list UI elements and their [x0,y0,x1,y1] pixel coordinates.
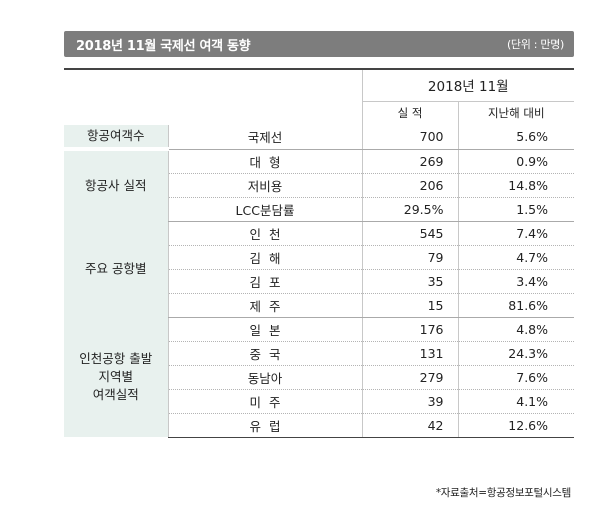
category-label: 주요 공항별 [64,221,168,317]
table-row: 항공사 실적 대 형 269 0.9% [64,149,575,221]
yoy-value: 12.6% [457,413,575,438]
actual-value: 79 [361,245,458,270]
yoy-value: 4.8% [457,317,575,342]
yoy-value: 7.4% [457,221,575,246]
yoy-value: 5.6% [457,125,575,150]
table-row: 김 포 35 3.4% [64,269,575,294]
table-row: 항공여객수 국제선 700 5.6% [64,125,575,151]
table-row: 저비용 206 14.8% [64,173,575,198]
yoy-value: 4.7% [457,245,575,270]
item-label: 미 주 [167,389,362,414]
category-label: 항공여객수 [64,125,168,151]
actual-value: 279 [361,365,458,390]
period-header: 2018년 11월 [361,68,575,101]
item-label: 저비용 [167,173,362,198]
actual-value: 39 [361,389,458,414]
item-label: 대 형 [167,149,362,174]
table-row: 중 국 131 24.3% [64,341,575,366]
yoy-value: 7.6% [457,365,575,390]
item-label: LCC분담률 [167,197,362,222]
item-label: 일 본 [167,317,362,342]
actual-value: 269 [361,149,458,174]
yoy-value: 0.9% [457,149,575,174]
table-title-bar: 2018년 11월 국제선 여객 동향 (단위 : 만명) [64,31,574,57]
yoy-column-header: 지난해 대비 [457,100,575,125]
passenger-trend-table: 2018년 11월 실 적 지난해 대비 항공여객수 국제선 700 5.6% 항공사 … [64,68,575,438]
table-row: 제 주 15 81.6% [64,293,575,318]
table-body: 항공여객수 국제선 700 5.6% 항공사 실적 대 형 269 0.9% 저비용 206 14.… [64,125,575,438]
item-label: 국제선 [167,125,362,150]
yoy-value: 3.4% [457,269,575,294]
actual-value: 131 [361,341,458,366]
item-label: 김 해 [167,245,362,270]
table-row: 주요 공항별 인 천 545 7.4% [64,221,575,317]
item-label: 김 포 [167,269,362,294]
header-blank-cell [64,68,362,125]
actual-value: 545 [361,221,458,246]
actual-column-header: 실 적 [361,100,458,125]
category-label: 항공사 실적 [64,149,168,221]
actual-value: 42 [361,413,458,438]
yoy-value: 24.3% [457,341,575,366]
unit-label: (단위 : 만명) [506,38,564,51]
item-label: 인 천 [167,221,362,246]
table-row: 미 주 39 4.1% [64,389,575,414]
item-label: 동남아 [167,365,362,390]
table-row: 인천공항 출발 지역별 여객실적 일 본 176 4.8% [64,317,575,437]
item-label: 중 국 [167,341,362,366]
yoy-value: 81.6% [457,293,575,318]
item-label: 제 주 [167,293,362,318]
yoy-value: 1.5% [457,197,575,222]
table-row: 김 해 79 4.7% [64,245,575,270]
actual-value: 700 [361,125,458,150]
yoy-value: 14.8% [457,173,575,198]
table-row: 동남아 279 7.6% [64,365,575,390]
actual-value: 29.5% [361,197,458,222]
item-label: 유 럽 [167,413,362,438]
table-title: 2018년 11월 국제선 여객 동향 [76,38,251,54]
actual-value: 35 [361,269,458,294]
actual-value: 15 [361,293,458,318]
table-row: LCC분담률 29.5% 1.5% [64,197,575,222]
actual-value: 206 [361,173,458,198]
data-source-note: *자료출처=항공정보포털시스템 [435,487,571,499]
table-row: 유 럽 42 12.6% [64,413,575,438]
category-label: 인천공항 출발 지역별 여객실적 [64,317,168,437]
yoy-value: 4.1% [457,389,575,414]
actual-value: 176 [361,317,458,342]
